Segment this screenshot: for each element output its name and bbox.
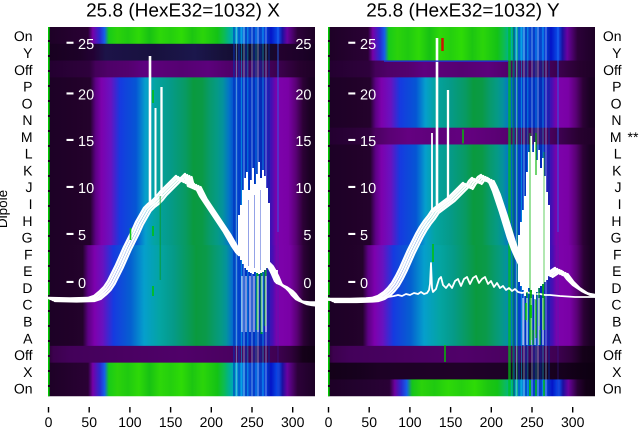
- svg-text:200: 200: [480, 414, 504, 430]
- svg-text:50: 50: [361, 414, 377, 430]
- svg-text:Dipole: Dipole: [0, 190, 10, 228]
- svg-text:10: 10: [295, 181, 311, 197]
- svg-text:H: H: [611, 213, 621, 229]
- svg-text:K: K: [23, 162, 33, 178]
- svg-text:J: J: [615, 179, 622, 195]
- svg-text:N: N: [22, 112, 32, 128]
- svg-text:P: P: [23, 79, 32, 95]
- svg-text:A: A: [23, 330, 33, 346]
- svg-text:20: 20: [78, 88, 94, 104]
- svg-text:C: C: [22, 297, 32, 313]
- svg-text:15: 15: [360, 134, 376, 150]
- svg-text:Off: Off: [603, 62, 622, 78]
- svg-text:25: 25: [360, 37, 376, 53]
- svg-text:200: 200: [200, 414, 224, 430]
- svg-text:B: B: [612, 314, 621, 330]
- svg-text:25.8 (HexE32=1032) X: 25.8 (HexE32=1032) X: [86, 1, 280, 22]
- svg-text:0: 0: [303, 276, 311, 292]
- svg-text:H: H: [22, 213, 32, 229]
- svg-text:L: L: [25, 146, 33, 162]
- svg-text:O: O: [611, 95, 622, 111]
- svg-text:E: E: [612, 263, 621, 279]
- svg-text:100: 100: [118, 414, 142, 430]
- svg-text:0: 0: [325, 414, 333, 430]
- svg-text:B: B: [23, 314, 32, 330]
- svg-text:K: K: [612, 162, 622, 178]
- svg-text:On: On: [14, 381, 33, 397]
- svg-text:100: 100: [398, 414, 422, 430]
- svg-text:25.8 (HexE32=1032) Y: 25.8 (HexE32=1032) Y: [366, 1, 560, 22]
- svg-text:0: 0: [78, 276, 86, 292]
- svg-text:10: 10: [360, 181, 376, 197]
- svg-text:On: On: [603, 28, 622, 44]
- svg-text:Off: Off: [603, 347, 622, 363]
- svg-text:X: X: [612, 364, 622, 380]
- svg-text:I: I: [618, 196, 622, 212]
- svg-text:Off: Off: [14, 347, 33, 363]
- svg-text:F: F: [613, 246, 622, 262]
- svg-text:Y: Y: [612, 45, 622, 61]
- svg-text:250: 250: [520, 414, 544, 430]
- svg-text:F: F: [24, 246, 33, 262]
- svg-text:D: D: [611, 280, 621, 296]
- svg-text:5: 5: [78, 228, 86, 244]
- svg-text:Off: Off: [14, 62, 33, 78]
- svg-text:20: 20: [360, 88, 376, 104]
- svg-text:25: 25: [295, 37, 311, 53]
- svg-text:0: 0: [360, 276, 368, 292]
- svg-text:300: 300: [281, 414, 305, 430]
- svg-text:I: I: [29, 196, 33, 212]
- svg-text:L: L: [614, 146, 622, 162]
- svg-text:N: N: [611, 112, 621, 128]
- svg-text:**: **: [628, 129, 639, 145]
- svg-text:25: 25: [78, 37, 94, 53]
- svg-text:G: G: [22, 230, 33, 246]
- svg-text:X: X: [23, 364, 33, 380]
- svg-text:10: 10: [78, 181, 94, 197]
- svg-text:O: O: [22, 95, 33, 111]
- svg-text:0: 0: [45, 414, 53, 430]
- svg-text:Y: Y: [23, 45, 33, 61]
- svg-text:M: M: [610, 129, 622, 145]
- svg-text:D: D: [22, 280, 32, 296]
- svg-text:150: 150: [159, 414, 183, 430]
- svg-text:J: J: [26, 179, 33, 195]
- svg-text:5: 5: [303, 228, 311, 244]
- svg-text:15: 15: [78, 134, 94, 150]
- svg-text:250: 250: [240, 414, 264, 430]
- svg-text:M: M: [21, 129, 33, 145]
- svg-text:On: On: [603, 381, 622, 397]
- svg-text:G: G: [611, 230, 622, 246]
- svg-text:20: 20: [295, 88, 311, 104]
- svg-text:A: A: [612, 330, 622, 346]
- svg-text:50: 50: [81, 414, 97, 430]
- svg-text:5: 5: [360, 228, 368, 244]
- svg-text:E: E: [23, 263, 32, 279]
- svg-text:150: 150: [439, 414, 463, 430]
- svg-text:On: On: [14, 28, 33, 44]
- svg-text:P: P: [612, 79, 621, 95]
- svg-text:C: C: [611, 297, 621, 313]
- svg-text:300: 300: [561, 414, 585, 430]
- svg-text:15: 15: [295, 134, 311, 150]
